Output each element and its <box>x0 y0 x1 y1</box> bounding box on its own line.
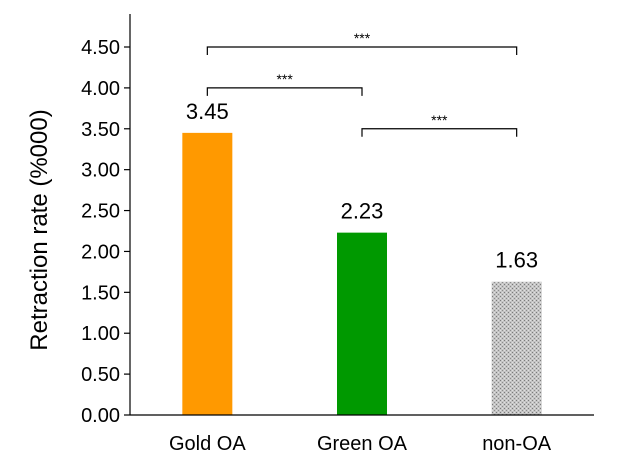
y-tick-label: 3.00 <box>81 160 120 182</box>
y-tick-label: 2.00 <box>81 241 120 263</box>
bar-value-label: 1.63 <box>495 248 538 273</box>
bar-value-label: 3.45 <box>186 99 229 124</box>
significance-brackets: *** *** *** <box>206 30 518 137</box>
bar-value-label: 2.23 <box>341 199 384 224</box>
bars: 3.45 2.23 1.63 <box>182 99 542 415</box>
y-tick-label: 1.50 <box>81 282 120 304</box>
y-axis: 0.00 0.50 1.00 1.50 2.00 2.50 3.00 3.50 4.00 4.50 <box>81 14 131 427</box>
x-tick-label: Gold OA <box>169 433 246 455</box>
y-tick-label: 1.00 <box>81 323 120 345</box>
y-axis-label: Retraction rate (%000) <box>26 109 53 350</box>
x-tick-label: Green OA <box>317 433 408 455</box>
significance-label: *** <box>354 30 371 46</box>
y-tick-label: 0.50 <box>81 364 120 386</box>
significance-bracket <box>361 128 518 137</box>
significance-bracket <box>206 87 363 96</box>
bar-green-oa <box>337 232 387 415</box>
significance-label: *** <box>276 71 293 87</box>
y-tick-label: 0.00 <box>81 405 120 427</box>
y-tick-label: 3.50 <box>81 119 120 141</box>
significance-label: *** <box>431 112 448 128</box>
y-tick-label: 4.00 <box>81 78 120 100</box>
bar-gold-oa <box>182 132 233 415</box>
x-axis: Gold OA Green OA non-OA <box>130 414 594 455</box>
x-tick-label: non-OA <box>482 433 552 455</box>
bar-non-oa <box>491 281 542 415</box>
y-tick-label: 2.50 <box>81 201 120 223</box>
significance-bracket <box>206 46 518 55</box>
y-tick-label: 4.50 <box>81 37 120 59</box>
